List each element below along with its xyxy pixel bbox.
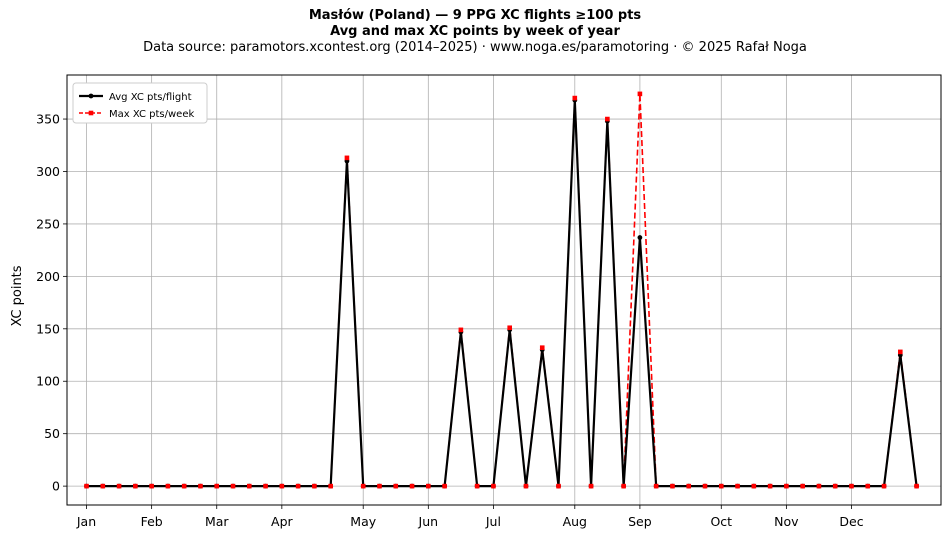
max-point	[426, 483, 431, 489]
plot-frame	[66, 74, 942, 506]
max-point	[116, 483, 122, 489]
y-tick-label: 150	[36, 321, 60, 336]
max-point	[898, 349, 903, 355]
max-point	[702, 483, 708, 489]
max-point	[149, 483, 154, 489]
max-point	[344, 155, 350, 161]
x-tick-label: May	[350, 514, 376, 529]
max-point	[670, 483, 675, 489]
max-point	[393, 483, 399, 489]
max-point	[539, 345, 545, 350]
x-tick-label: Jun	[418, 514, 439, 529]
max-point	[588, 483, 594, 489]
max-point	[767, 483, 773, 489]
legend-marker-avg	[88, 93, 94, 99]
max-point	[784, 483, 789, 489]
x-tick-label: Feb	[141, 514, 163, 529]
max-point	[621, 483, 626, 489]
x-tick-label: Jan	[76, 514, 96, 529]
max-point	[214, 483, 220, 489]
chart-title: Masłów (Poland) — 9 PPG XC flights ≥100 …	[308, 8, 642, 23]
max-point	[881, 483, 887, 489]
x-tick-label: Apr	[271, 514, 293, 529]
legend-box	[72, 82, 208, 124]
y-tick-label: 200	[36, 269, 60, 284]
max-point	[849, 483, 854, 489]
max-point	[458, 327, 464, 333]
max-point	[165, 483, 171, 489]
legend-marker-max	[88, 110, 94, 116]
max-point	[735, 483, 740, 489]
series-line-avg	[86, 100, 918, 488]
max-point	[181, 483, 187, 489]
y-tick-label: 250	[36, 216, 60, 231]
max-point	[832, 483, 838, 489]
max-point	[556, 483, 561, 489]
y-axis-label: XC points	[10, 265, 25, 326]
max-point	[718, 483, 724, 489]
max-point	[230, 483, 236, 489]
y-tick-label: 100	[36, 374, 60, 389]
max-point	[800, 483, 805, 489]
max-point	[572, 95, 578, 101]
max-point	[360, 483, 366, 489]
grid-lines	[67, 75, 941, 505]
max-point	[523, 483, 529, 489]
max-point	[914, 483, 919, 489]
max-point	[653, 483, 659, 489]
max-point	[637, 91, 643, 97]
x-tick-label: Jul	[485, 514, 501, 529]
series-line-max	[86, 93, 918, 487]
max-point	[686, 483, 692, 489]
x-tick-label: Sep	[628, 514, 652, 529]
axes-layer: 0 50 100 150 200 250 300 350 Jan Feb Mar Apr May Jun J…	[36, 112, 864, 529]
max-point	[409, 483, 415, 489]
max-point	[279, 483, 285, 489]
chart-source: Data source: paramotors.xcontest.org (20…	[143, 40, 807, 55]
chart-subtitle: Avg and max XC points by week of year	[330, 24, 620, 39]
max-point	[442, 483, 447, 489]
y-tick-label: 50	[44, 426, 60, 441]
max-point	[100, 483, 106, 489]
max-point	[263, 483, 268, 489]
y-tick-label: 350	[36, 112, 60, 127]
x-tick-label: Mar	[205, 514, 229, 529]
max-point	[751, 483, 757, 489]
max-point	[377, 483, 382, 489]
x-tick-label: Dec	[839, 514, 863, 529]
max-point	[474, 483, 480, 489]
max-point	[198, 483, 203, 489]
series-layer	[84, 91, 919, 489]
max-point	[133, 483, 138, 489]
legend-label-max: Max XC pts/week	[109, 109, 194, 120]
max-point	[295, 483, 301, 489]
max-point	[865, 483, 871, 489]
y-tick-label: 300	[36, 164, 60, 179]
max-point	[816, 483, 822, 489]
max-point	[328, 483, 333, 489]
max-point	[312, 483, 317, 489]
max-point	[605, 116, 610, 122]
max-point	[246, 483, 252, 489]
title-block: Masłów (Poland) — 9 PPG XC flights ≥100 …	[0, 8, 950, 56]
y-tick-label: 0	[52, 479, 60, 494]
x-tick-label: Nov	[774, 514, 799, 529]
x-tick-label: Oct	[710, 514, 732, 529]
max-point	[507, 325, 512, 331]
x-tick-label: Aug	[563, 514, 587, 529]
legend-label-avg: Avg XC pts/flight	[109, 92, 192, 103]
max-point	[491, 483, 496, 489]
max-point	[84, 483, 89, 489]
avg-point	[637, 235, 643, 240]
legend: Avg XC pts/flight Max XC pts/week	[72, 82, 208, 124]
